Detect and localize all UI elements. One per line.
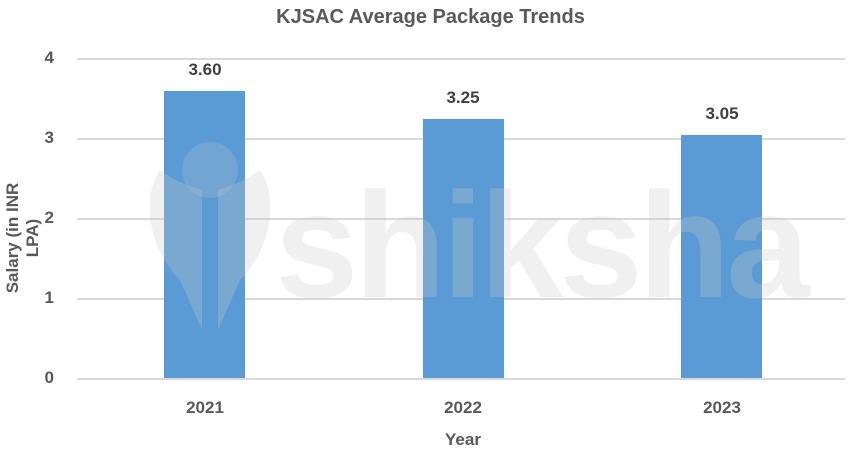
bar-2023 xyxy=(681,135,762,379)
bar-2022 xyxy=(423,119,504,379)
x-axis-label: Year xyxy=(445,430,481,449)
x-tick-2021: 2021 xyxy=(186,398,224,417)
y-tick-2: 2 xyxy=(44,208,54,227)
value-label-2021: 3.60 xyxy=(188,60,222,79)
y-tick-0: 0 xyxy=(44,368,54,387)
value-label-2022: 3.25 xyxy=(446,88,480,107)
x-tick-2022: 2022 xyxy=(444,398,482,417)
x-axis-line xyxy=(77,378,845,380)
plot-area xyxy=(77,58,845,380)
value-label-2023: 3.05 xyxy=(705,104,739,123)
gridline-4 xyxy=(77,58,845,60)
y-tick-1: 1 xyxy=(44,288,54,307)
x-tick-2023: 2023 xyxy=(703,398,741,417)
y-tick-3: 3 xyxy=(44,128,54,147)
y-tick-4: 4 xyxy=(44,48,54,67)
bar-2021 xyxy=(164,91,245,379)
chart-title: KJSAC Average Package Trends xyxy=(276,6,585,28)
